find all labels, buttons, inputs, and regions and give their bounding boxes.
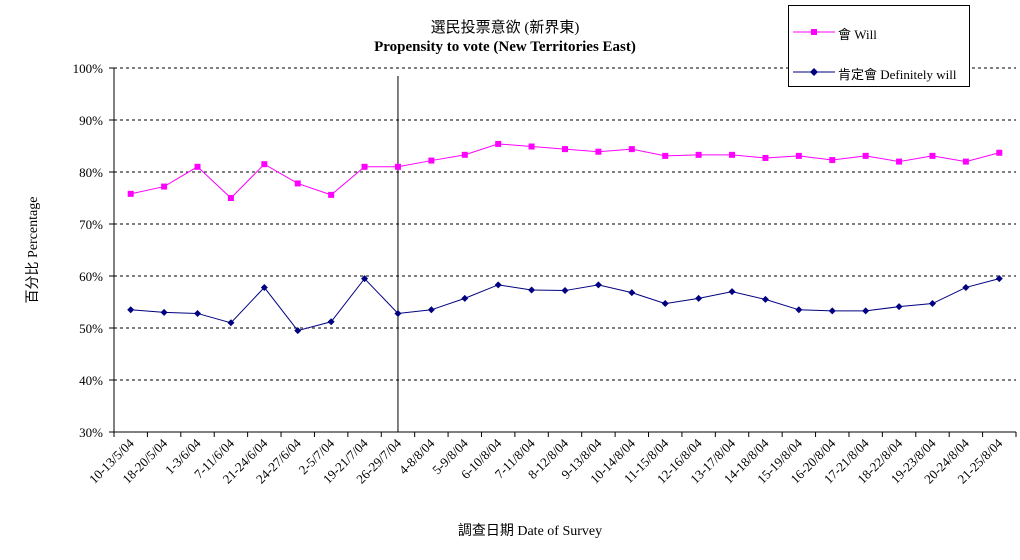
data-point <box>160 308 168 316</box>
series-line <box>130 277 1000 332</box>
data-point <box>729 151 736 158</box>
gridlines <box>114 67 1016 381</box>
data-point <box>327 318 335 326</box>
data-point <box>594 281 602 289</box>
x-tick-labels: 10-13/5/0418-20/5/041-3/6/047-11/6/0421-… <box>86 435 1006 486</box>
data-point <box>662 152 669 159</box>
data-point <box>728 288 736 296</box>
chart-title: 選民投票意欲 (新界東) <box>430 20 580 36</box>
data-point <box>260 283 268 291</box>
data-point <box>795 306 803 314</box>
legend-swatch-definitely-will <box>793 68 835 76</box>
x-tick-label: 4-8/8/04 <box>396 435 438 477</box>
data-point <box>528 286 536 294</box>
legend: 會 Will 肯定會 Definitely will <box>788 5 970 87</box>
legend-item-will: 會 Will <box>789 22 969 42</box>
data-point <box>962 158 969 165</box>
data-point <box>928 300 936 308</box>
data-point <box>595 148 602 155</box>
data-point <box>829 157 836 164</box>
data-point <box>227 319 235 327</box>
data-point <box>895 303 903 311</box>
data-point <box>561 287 569 295</box>
data-point <box>127 306 135 314</box>
y-tick-labels: 30% 40% 50% 60% 70% 80% 90% 100% <box>73 61 104 440</box>
series-will <box>127 140 1003 201</box>
y-tick-label: 50% <box>79 321 103 336</box>
legend-item-definitely-will: 肯定會 Definitely will <box>789 62 969 82</box>
data-point <box>828 307 836 315</box>
data-point <box>562 146 568 153</box>
data-point <box>896 158 903 165</box>
data-point <box>929 152 936 159</box>
data-point <box>628 289 636 297</box>
legend-label-definitely-will: 肯定會 Definitely will <box>838 67 957 82</box>
data-point <box>227 195 234 201</box>
data-point <box>294 180 301 187</box>
data-point <box>361 163 368 170</box>
chart-subtitle: Propensity to vote (New Territories East… <box>374 39 636 55</box>
axes <box>109 67 1017 437</box>
data-point <box>962 283 970 291</box>
data-point <box>695 294 703 302</box>
data-point <box>661 300 669 308</box>
y-tick-label: 90% <box>79 113 103 128</box>
data-point <box>194 309 202 317</box>
data-point <box>461 294 469 302</box>
data-point <box>528 143 535 150</box>
legend-label-will: 會 Will <box>838 27 877 42</box>
data-point <box>394 309 402 317</box>
y-tick-label: 60% <box>79 269 103 284</box>
series-definitely-will <box>127 275 1003 335</box>
data-point <box>261 161 268 168</box>
data-point <box>194 163 201 170</box>
data-point <box>795 152 802 159</box>
data-point <box>328 191 335 198</box>
data-point <box>761 295 769 303</box>
data-point <box>361 275 369 283</box>
data-point <box>294 327 302 335</box>
data-point <box>494 281 502 289</box>
data-point <box>428 157 435 164</box>
data-point <box>862 152 869 159</box>
data-point <box>862 307 870 315</box>
data-point <box>996 149 1003 156</box>
y-tick-label: 40% <box>79 373 103 388</box>
data-point <box>161 183 168 190</box>
legend-swatch-will <box>793 29 835 35</box>
y-tick-label: 100% <box>73 61 104 76</box>
x-axis-label: 調查日期 Date of Survey <box>457 524 603 539</box>
y-axis-label: 百分比 Percentage <box>26 196 41 304</box>
data-point <box>127 190 134 197</box>
y-tick-label: 70% <box>79 217 103 232</box>
y-tick-label: 30% <box>79 425 103 440</box>
data-point <box>495 140 502 147</box>
data-point <box>461 151 468 158</box>
y-tick-label: 80% <box>79 165 103 180</box>
data-point <box>427 306 435 314</box>
data-point <box>762 154 769 161</box>
data-point <box>394 163 401 170</box>
data-point <box>628 146 635 153</box>
data-point <box>995 275 1003 283</box>
series <box>127 140 1003 335</box>
data-point <box>695 151 702 158</box>
